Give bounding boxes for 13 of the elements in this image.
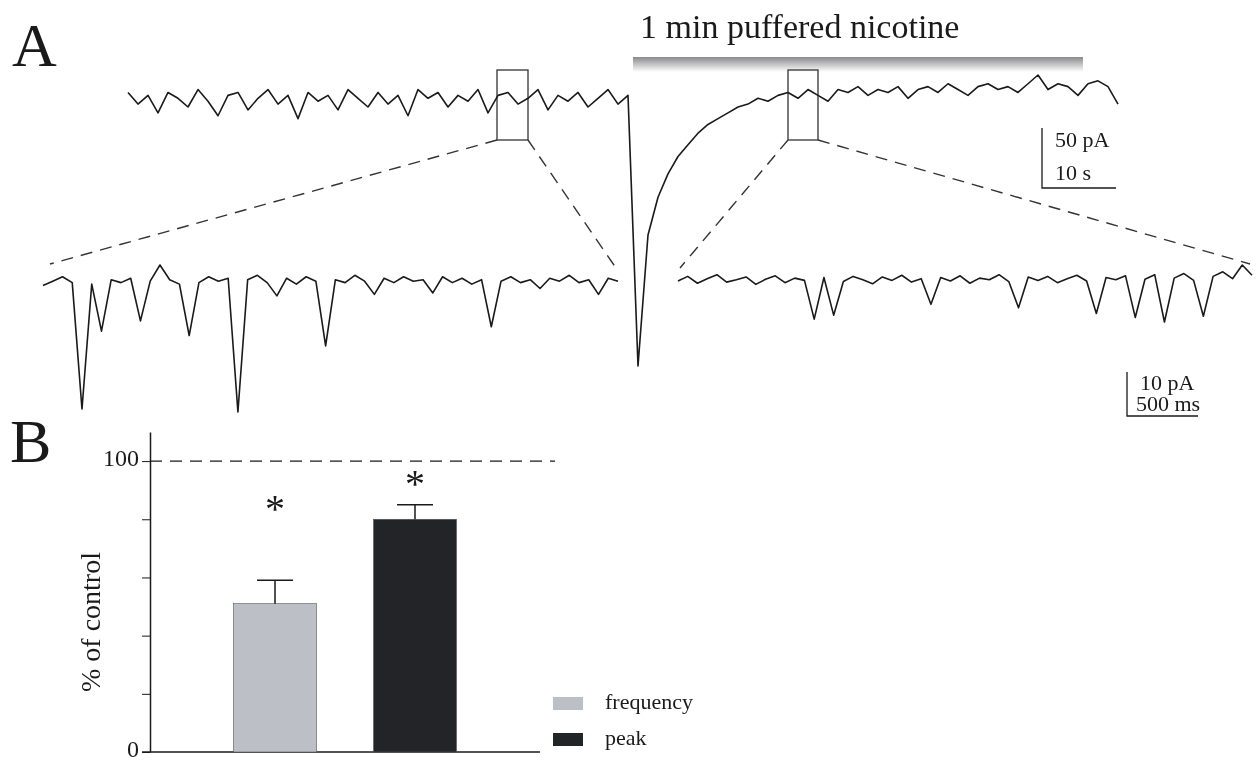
chart-title: A (12, 11, 57, 79)
annotation: 10 s (1055, 160, 1092, 185)
chart-title: B (10, 407, 52, 475)
annotation: * (405, 460, 425, 506)
y-tick-label: 0 (127, 736, 139, 763)
legend-label: frequency (605, 689, 693, 714)
y-axis-title: % of control (75, 551, 106, 692)
annotation: * (265, 486, 285, 531)
y-tick-label: 100 (103, 445, 139, 472)
legend-label: peak (605, 725, 647, 750)
text: 10 pA (1140, 370, 1195, 395)
annotation: 50 pA (1055, 127, 1110, 152)
text: 1 min puffered nicotine (640, 8, 960, 45)
